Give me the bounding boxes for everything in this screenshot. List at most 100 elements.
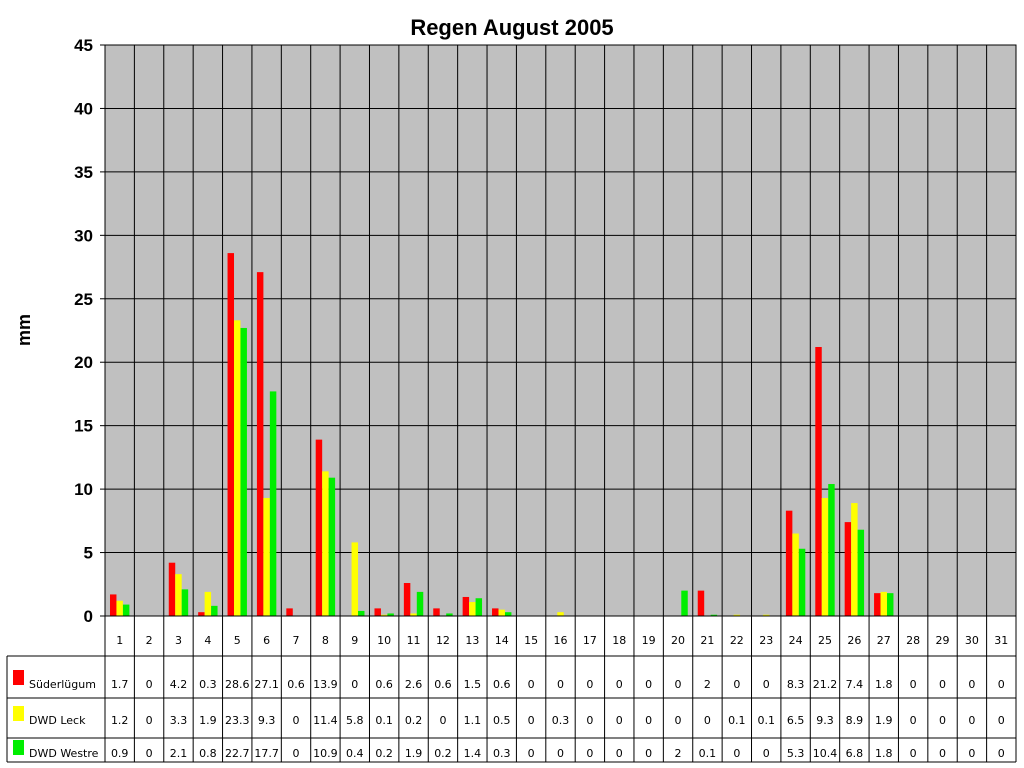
data-label: 0 xyxy=(998,747,1005,760)
data-label: 6.8 xyxy=(846,747,864,760)
bar xyxy=(469,602,476,616)
y-tick-label: 0 xyxy=(84,607,93,626)
data-label: 0 xyxy=(733,747,740,760)
data-label: 0.2 xyxy=(375,747,393,760)
bar xyxy=(874,593,881,616)
data-label: 1.2 xyxy=(111,714,129,727)
x-tick-label: 21 xyxy=(700,634,714,647)
y-tick-label: 40 xyxy=(74,99,93,118)
bar xyxy=(433,608,440,616)
data-label: 0.8 xyxy=(199,747,217,760)
bar xyxy=(374,608,381,616)
data-label: 5.8 xyxy=(346,714,364,727)
x-tick-label: 2 xyxy=(146,634,153,647)
data-label: 0 xyxy=(704,714,711,727)
x-tick-label: 9 xyxy=(351,634,358,647)
data-label: 0 xyxy=(586,678,593,691)
bar xyxy=(358,610,365,616)
x-tick-label: 15 xyxy=(524,634,538,647)
bar xyxy=(857,529,865,616)
y-tick-label: 15 xyxy=(74,417,93,436)
bar xyxy=(462,596,470,616)
x-tick-label: 26 xyxy=(847,634,861,647)
legend-label: Süderlügum xyxy=(29,678,96,691)
data-label: 1.9 xyxy=(405,747,423,760)
y-axis-label: mm xyxy=(14,314,34,346)
x-tick-label: 3 xyxy=(175,634,182,647)
y-tick-label: 45 xyxy=(74,36,93,55)
data-label: 0 xyxy=(645,678,652,691)
x-tick-label: 31 xyxy=(994,634,1008,647)
x-tick-label: 14 xyxy=(495,634,509,647)
y-tick-label: 30 xyxy=(74,226,93,245)
data-label: 0.6 xyxy=(287,678,305,691)
data-label: 0.6 xyxy=(375,678,393,691)
x-tick-label: 24 xyxy=(789,634,803,647)
data-label: 0 xyxy=(616,714,623,727)
data-label: 0 xyxy=(146,747,153,760)
data-label: 0.6 xyxy=(493,678,511,691)
bar xyxy=(175,574,182,616)
data-label: 5.3 xyxy=(787,747,805,760)
data-label: 0.3 xyxy=(199,678,217,691)
bar xyxy=(256,272,264,616)
data-label: 0.1 xyxy=(757,714,775,727)
data-label: 1.5 xyxy=(464,678,482,691)
data-label: 11.4 xyxy=(313,714,338,727)
bar xyxy=(416,591,424,616)
bar xyxy=(263,497,270,616)
x-tick-label: 22 xyxy=(730,634,744,647)
data-label: 1.8 xyxy=(875,747,893,760)
data-label: 0.1 xyxy=(728,714,746,727)
x-tick-label: 29 xyxy=(936,634,950,647)
bar xyxy=(328,477,336,616)
data-label: 2 xyxy=(704,678,711,691)
data-label: 0.3 xyxy=(493,747,511,760)
bar xyxy=(798,548,806,616)
data-label: 7.4 xyxy=(846,678,864,691)
data-label: 0 xyxy=(645,747,652,760)
data-label: 28.6 xyxy=(225,678,250,691)
data-label: 1.9 xyxy=(199,714,217,727)
data-label: 0 xyxy=(616,747,623,760)
data-label: 0 xyxy=(616,678,623,691)
bar xyxy=(269,391,277,616)
data-label: 17.7 xyxy=(254,747,279,760)
data-label: 0 xyxy=(763,678,770,691)
bar xyxy=(351,542,359,616)
x-tick-label: 20 xyxy=(671,634,685,647)
y-tick-label: 5 xyxy=(84,544,93,563)
bar xyxy=(446,613,453,616)
bar xyxy=(380,614,388,616)
bar xyxy=(204,591,212,616)
data-label: 0 xyxy=(586,714,593,727)
x-tick-label: 12 xyxy=(436,634,450,647)
data-label: 10.4 xyxy=(813,747,838,760)
data-label: 0.4 xyxy=(346,747,364,760)
data-label: 0 xyxy=(146,714,153,727)
bar xyxy=(815,346,822,616)
bar xyxy=(821,497,829,616)
bar xyxy=(710,614,718,616)
bar xyxy=(410,613,417,616)
x-tick-label: 30 xyxy=(965,634,979,647)
data-label: 4.2 xyxy=(170,678,188,691)
data-label: 2.1 xyxy=(170,747,188,760)
legend-swatch xyxy=(13,706,24,721)
plot-background xyxy=(104,44,1017,617)
bar xyxy=(492,608,499,616)
x-tick-label: 16 xyxy=(554,634,568,647)
data-label: 0 xyxy=(675,714,682,727)
x-tick-label: 11 xyxy=(407,634,421,647)
bar xyxy=(762,614,770,616)
x-tick-label: 13 xyxy=(465,634,479,647)
data-label: 0 xyxy=(528,678,535,691)
bars xyxy=(109,253,894,616)
data-label: 2 xyxy=(675,747,682,760)
x-tick-label: 4 xyxy=(204,634,211,647)
data-label: 6.5 xyxy=(787,714,805,727)
legend-swatch xyxy=(13,670,24,685)
data-label: 0 xyxy=(968,714,975,727)
data-label: 0 xyxy=(939,747,946,760)
data-label: 8.9 xyxy=(846,714,864,727)
